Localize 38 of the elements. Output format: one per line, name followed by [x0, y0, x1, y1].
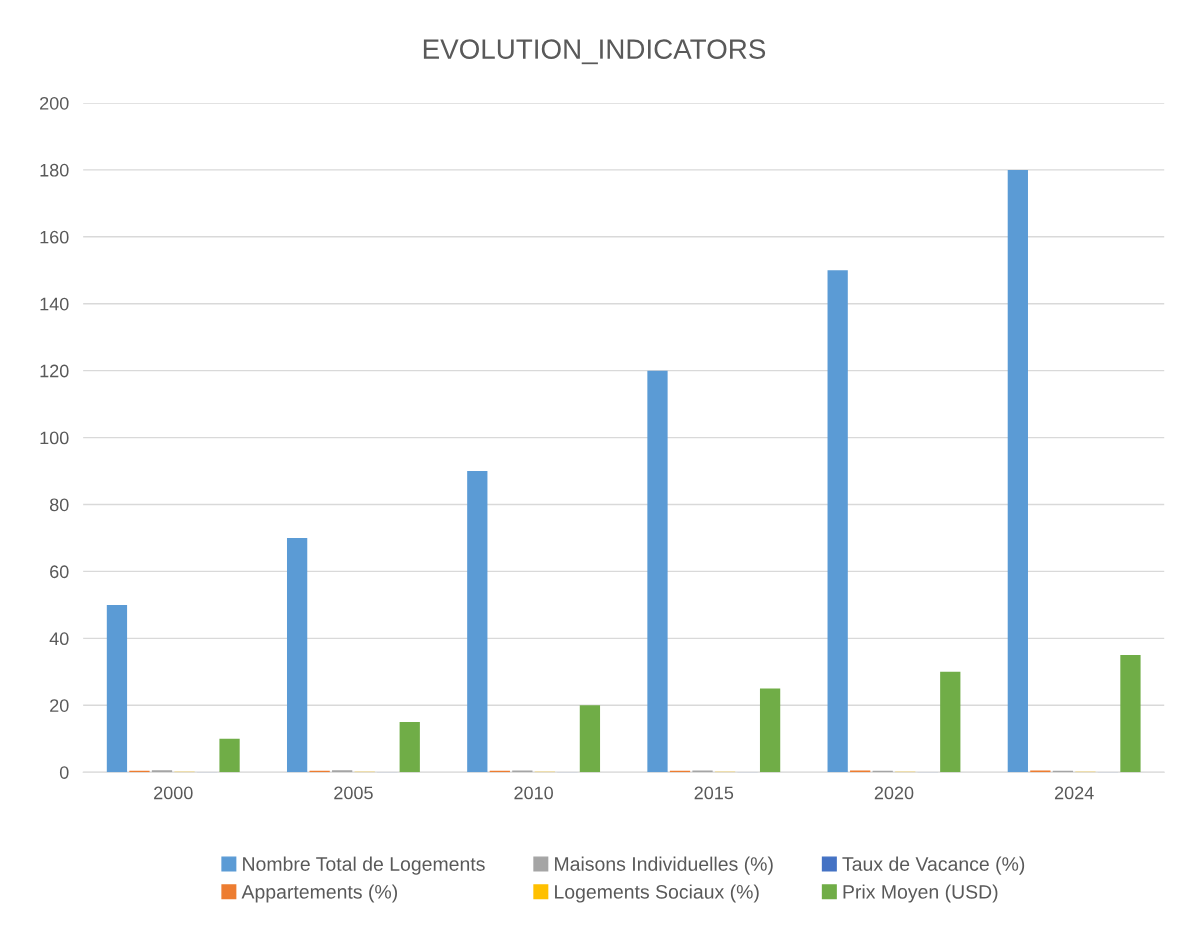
y-tick-label: 40 [49, 632, 69, 646]
bar [579, 705, 601, 773]
bar [467, 471, 488, 773]
bar [399, 722, 420, 773]
bar [1007, 169, 1028, 773]
bar [647, 370, 668, 773]
y-tick-label: 160 [40, 230, 69, 244]
y-tick-label: 180 [40, 163, 69, 177]
x-tick-label: 2015 [694, 786, 734, 800]
legend-label: Logements Sociaux (%) [555, 884, 759, 903]
x-tick-label: 2024 [1054, 786, 1094, 800]
y-tick-label: 140 [40, 297, 69, 311]
y-tick-label: 60 [50, 565, 69, 579]
chart-title: EVOLUTION_INDICATORS [423, 39, 766, 65]
y-tick-label: 120 [40, 364, 69, 378]
x-tick-label: 2005 [334, 786, 373, 800]
y-tick-label: 0 [59, 766, 69, 779]
y-tick-label: 20 [50, 699, 69, 712]
legend-label: Taux de Vacance (%) [842, 856, 1025, 875]
legend-label: Nombre Total de Logements [243, 856, 485, 875]
legend-label: Prix Moyen (USD) [843, 884, 998, 903]
bar [219, 738, 240, 773]
x-tick-label: 2000 [154, 786, 193, 800]
x-tick-label: 2010 [514, 786, 553, 800]
bar [1120, 655, 1141, 773]
y-tick-label: 80 [49, 498, 69, 512]
bar [106, 604, 128, 773]
x-tick-label: 2020 [874, 786, 914, 800]
bar [151, 770, 173, 773]
bar [286, 537, 308, 773]
bar [940, 671, 961, 773]
bar [332, 770, 353, 773]
bar [759, 688, 781, 773]
legend-label: Maisons Individuelles (%) [555, 856, 773, 875]
y-tick-label: 200 [40, 96, 69, 110]
bar [827, 270, 848, 773]
y-tick-label: 100 [40, 431, 69, 445]
legend-label: Appartements (%) [241, 884, 397, 903]
